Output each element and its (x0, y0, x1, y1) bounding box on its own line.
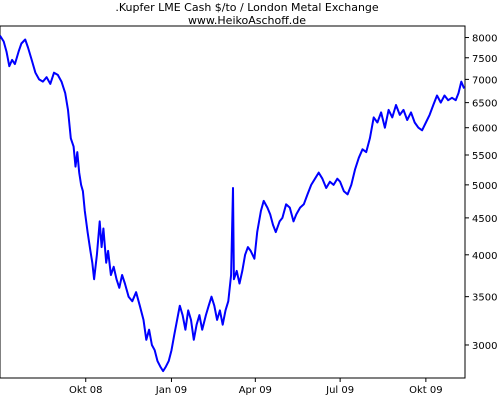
y-tick-label: 5500 (472, 151, 497, 162)
chart-title: .Kupfer LME Cash $/to / London Metal Exc… (115, 1, 379, 14)
x-axis: Okt 08 Jan 09 Apr 09 Jul 09 Okt 09 (69, 378, 443, 396)
series-layer (0, 35, 466, 373)
y-axis: 8000 7500 7000 6500 6000 5500 5000 4500 4000 3500… (465, 34, 497, 352)
chart-subtitle: www.HeikoAschoff.de (188, 14, 306, 27)
x-tick-label: Apr 09 (239, 385, 272, 396)
price-series-line (0, 35, 466, 373)
y-tick-label: 3500 (472, 293, 497, 304)
y-tick-label: 8000 (472, 34, 497, 45)
x-tick-label: Okt 09 (409, 385, 443, 396)
y-tick-label: 4500 (472, 214, 497, 225)
y-tick-label: 6500 (472, 99, 497, 110)
y-tick-label: 6000 (472, 124, 497, 135)
x-tick-label: Okt 08 (69, 385, 103, 396)
x-tick-label: Jan 09 (155, 385, 187, 396)
x-tick-label: Jul 09 (325, 385, 354, 396)
plot-frame (0, 25, 466, 379)
y-tick-label: 5000 (472, 181, 497, 192)
y-tick-label: 4000 (472, 251, 497, 262)
y-tick-label: 3000 (472, 341, 497, 352)
y-tick-label: 7500 (472, 54, 497, 65)
y-tick-label: 7000 (472, 75, 497, 86)
